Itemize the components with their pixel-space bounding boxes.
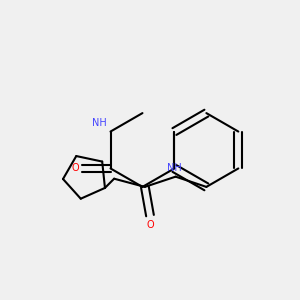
Text: NH: NH xyxy=(167,163,182,172)
Text: NH: NH xyxy=(92,118,106,128)
Text: O: O xyxy=(71,164,79,173)
Text: O: O xyxy=(146,220,154,230)
